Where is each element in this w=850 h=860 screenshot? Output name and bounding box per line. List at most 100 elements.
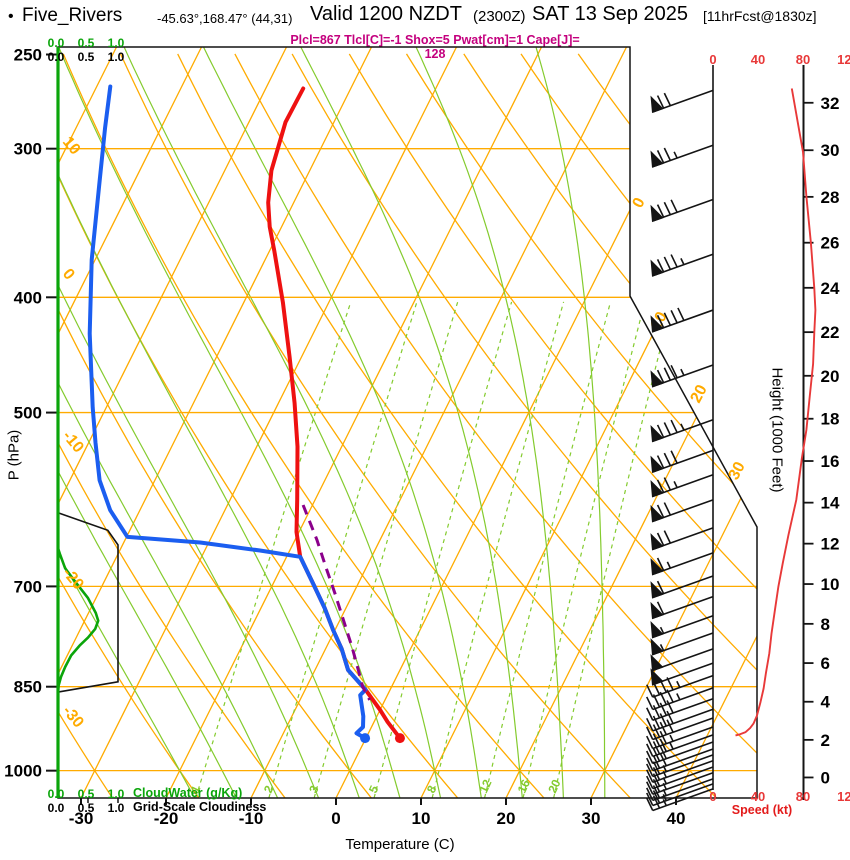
- wind-barb-half-feather: [673, 151, 678, 159]
- wind-barb-pennant: [650, 601, 664, 620]
- wind-barb: [652, 771, 714, 796]
- valid-date: SAT 13 Sep 2025: [532, 3, 689, 25]
- wind-barb-feather: [663, 502, 672, 516]
- wind-barb: [652, 759, 714, 784]
- dewpoint-curve: [87, 84, 368, 741]
- wind-barb-feather: [652, 741, 661, 755]
- wind-barb-feather: [663, 256, 672, 270]
- height-tick-label: 10: [821, 575, 840, 594]
- cloudwater-scale-tick: 0.0: [47, 36, 65, 50]
- wind-barb-pennant: [650, 533, 664, 551]
- wind-barb: [652, 788, 714, 812]
- speed-tick-label: 0: [709, 52, 716, 67]
- speed-axis-label: Speed (kt): [731, 803, 793, 817]
- wind-barb-feather: [652, 748, 661, 762]
- wind-barb-feather: [652, 755, 661, 769]
- wind-barb-half-feather: [659, 626, 665, 634]
- wind-barb-feather: [646, 750, 654, 764]
- wind-barb-pennant: [650, 505, 664, 523]
- cloudwater-scale-tick: 0.0: [47, 787, 65, 801]
- wind-barb-pennant: [650, 204, 664, 223]
- wind-barb-feather: [659, 721, 668, 735]
- wind-barb-feather: [646, 797, 654, 811]
- wind-barb-feather: [646, 717, 654, 732]
- wind-barb-feather: [659, 691, 668, 705]
- mixing-ratio-label: 20: [545, 777, 563, 795]
- surface-temperature-dot: [394, 733, 405, 744]
- mixing-ratio-labels: 1 2 3 5 8 12 16 20: [188, 777, 564, 795]
- speed-tick-label: 120: [837, 789, 850, 804]
- pressure-tick-label: 250: [14, 46, 42, 65]
- wind-barb-feather: [656, 580, 665, 594]
- height-tick-label: 26: [821, 234, 840, 253]
- zulu-time: (2300Z): [473, 8, 526, 25]
- isotherm-label: 30: [726, 459, 749, 483]
- pressure-tick-label: 1000: [4, 762, 42, 781]
- wind-barb-half-feather: [676, 693, 681, 701]
- speed-tick-label: 80: [796, 789, 810, 804]
- wind-barb-half-feather: [662, 794, 668, 801]
- mixing-ratio-label: 3: [306, 783, 322, 795]
- wind-barb-pennant: [650, 638, 664, 656]
- height-tick-label: 30: [821, 141, 840, 160]
- height-tick-label: 22: [821, 323, 840, 342]
- wind-barb: [652, 674, 714, 698]
- speed-tick-label: 80: [796, 52, 810, 67]
- wind-barb-feather: [646, 781, 654, 795]
- wind-barb-feather: [663, 147, 672, 161]
- cloudiness-scale-tick: 1.0: [107, 801, 125, 815]
- cloudiness-axis-label: Grid-Scale Cloudiness: [133, 800, 267, 814]
- wind-barb-feather: [652, 733, 661, 747]
- wind-barb: [652, 754, 714, 778]
- wind-barb-feather: [659, 730, 668, 745]
- wind-barb: [652, 687, 714, 711]
- wind-barb-feather: [646, 726, 654, 740]
- height-tick-label: 14: [821, 494, 840, 513]
- pressure-axis-label: P (hPa): [5, 429, 23, 481]
- wind-barb-feather: [646, 735, 654, 749]
- wind-barb-pennant: [650, 581, 664, 599]
- wind-barb: [652, 697, 714, 722]
- wind-barb-feather: [666, 700, 674, 714]
- wind-barb-half-feather: [669, 734, 674, 742]
- wind-barb-feather: [646, 684, 654, 698]
- height-tick-label: 2: [821, 731, 830, 750]
- mixing-ratio-label: 16: [515, 777, 533, 795]
- wind-barb: [652, 766, 714, 790]
- wind-barb-feather: [666, 719, 674, 733]
- height-tick-label: 6: [821, 654, 830, 673]
- forecast-lead-info: [11hrFcst@1830z]: [703, 8, 817, 24]
- dry-adiabat-label: -30: [59, 703, 87, 732]
- pressure-tick-label: 300: [14, 140, 42, 159]
- wind-barb-feather: [656, 601, 665, 615]
- wind-barb-feather: [663, 422, 672, 436]
- wind-barb-pennant: [650, 424, 664, 443]
- cloudwater-scale-tick: 0.5: [77, 787, 95, 801]
- temperature-tick-label: 0: [331, 809, 340, 828]
- cloudwater-scale-tick: 1.0: [107, 36, 125, 50]
- cloudiness-scale-tick: 1.0: [107, 50, 125, 64]
- wind-barb-pennant: [650, 558, 664, 576]
- dry-adiabat-label: 0: [59, 266, 78, 284]
- station-coords: -45.63°,168.47° (44,31): [157, 11, 293, 26]
- wind-barb-pennant: [650, 370, 664, 388]
- wind-barb-feather: [646, 696, 654, 710]
- valid-time: Valid 1200 NZDT: [310, 3, 462, 25]
- mixing-ratio-label: 12: [476, 777, 494, 795]
- wind-barb-feather: [652, 773, 661, 787]
- wind-barb-feather: [652, 704, 661, 719]
- wind-barb-feather: [663, 312, 672, 326]
- speed-tick-label: 40: [751, 789, 765, 804]
- wind-barb-half-feather: [662, 788, 668, 796]
- parcel-curve: [301, 504, 372, 701]
- wind-barb-pennant: [650, 150, 664, 168]
- wind-barb-pennant: [650, 315, 664, 333]
- wind-barb-feather: [663, 477, 672, 491]
- wind-barb-half-feather: [680, 368, 685, 376]
- wind-barb-feather: [652, 795, 661, 809]
- wind-barb-feather: [656, 369, 665, 383]
- wind-barb-feather: [656, 150, 665, 164]
